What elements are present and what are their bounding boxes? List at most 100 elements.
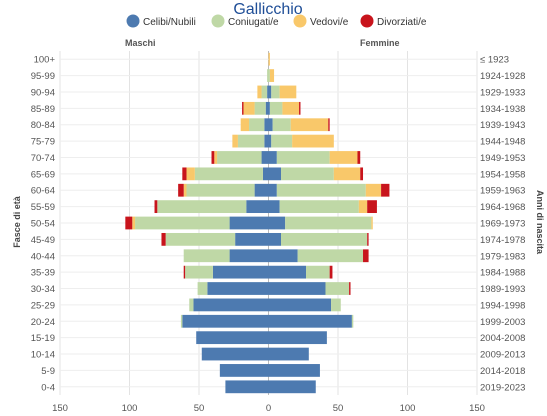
x-tick-label: 100 (400, 403, 416, 414)
left-side-label: Maschi (125, 38, 156, 48)
bar-female-celibi (269, 348, 309, 361)
bar-female-vedovi (280, 86, 297, 99)
bar-female-celibi (269, 118, 273, 131)
bar-male-vedovi (186, 167, 194, 180)
y-axis-left-title: Fasce di età (12, 195, 22, 248)
bar-female-divorziati (367, 233, 368, 246)
legend: Celibi/Nubili Coniugati/e Vedovi/e Divor… (127, 15, 427, 29)
bar-male-divorziati (212, 151, 215, 164)
age-group-label: 90-94 (31, 87, 55, 98)
bar-male-coniugati (198, 282, 208, 295)
bar-female-celibi (269, 380, 316, 393)
bar-female-celibi (269, 135, 272, 148)
birth-years-label: 2004-2008 (480, 333, 525, 344)
bar-female-vedovi (359, 200, 367, 213)
bar-female-divorziati (360, 167, 363, 180)
bar-female-celibi (269, 86, 272, 99)
bar-female-vedovi (330, 151, 358, 164)
x-tick-label: 150 (469, 403, 485, 414)
bar-male-coniugati (238, 135, 264, 148)
bar-male-celibi (246, 200, 268, 213)
bar-female-celibi (269, 151, 277, 164)
x-tick-label: 50 (333, 403, 344, 414)
bar-female-coniugati (281, 233, 367, 246)
birth-years-label: 2019-2023 (480, 382, 525, 393)
birth-years-label: 1944-1948 (480, 137, 525, 148)
bar-male-coniugati (181, 315, 182, 328)
bar-female-vedovi (366, 184, 381, 197)
bar-female-celibi (269, 315, 352, 328)
bar-male-divorziati (242, 102, 243, 115)
bar-female-celibi (269, 266, 307, 279)
bar-female-celibi (269, 249, 298, 262)
bar-female-vedovi (269, 53, 270, 66)
bar-male-vedovi (241, 118, 249, 131)
bar-female-divorziati (328, 118, 329, 131)
bar-male-vedovi (257, 86, 261, 99)
bar-male-celibi (193, 299, 268, 312)
bar-female-divorziati (299, 102, 300, 115)
bar-female-celibi (269, 217, 286, 230)
bar-male-celibi (230, 249, 269, 262)
age-group-label: 25-29 (31, 300, 55, 311)
legend-label-coniugati: Coniugati/e (228, 17, 279, 28)
legend-label-divorziati: Divorziati/e (377, 17, 427, 28)
bar-female-celibi (269, 200, 280, 213)
age-group-label: 75-79 (31, 137, 55, 148)
birth-years-label: 1979-1983 (480, 251, 525, 262)
bar-male-celibi (255, 184, 269, 197)
bars (125, 53, 389, 393)
bar-male-divorziati (125, 217, 132, 230)
bar-female-vedovi (371, 217, 372, 230)
bar-male-coniugati (135, 217, 230, 230)
age-group-label: 60-64 (31, 186, 55, 197)
x-tick-label: 100 (122, 403, 138, 414)
bar-female-celibi (269, 364, 320, 377)
age-group-label: 35-39 (31, 268, 55, 279)
bar-female-coniugati (269, 69, 270, 82)
bar-male-coniugati (189, 299, 193, 312)
bar-female-vedovi (282, 102, 299, 115)
birth-years-label: 1949-1953 (480, 153, 525, 164)
age-group-label: 45-49 (31, 235, 55, 246)
bar-female-coniugati (277, 184, 366, 197)
bar-male-coniugati (157, 200, 246, 213)
birth-years-label: 1969-1973 (480, 219, 525, 230)
bar-female-celibi (269, 299, 332, 312)
bar-male-coniugati (217, 151, 261, 164)
birth-years-label: 1964-1968 (480, 202, 525, 213)
bar-female-vedovi (270, 69, 274, 82)
legend-label-vedovi: Vedovi/e (310, 17, 349, 28)
legend-swatch-vedovi (294, 15, 307, 28)
birth-years-label: 1959-1963 (480, 186, 525, 197)
bar-male-celibi (263, 167, 269, 180)
bar-female-coniugati (325, 282, 349, 295)
age-group-label: 15-19 (31, 333, 55, 344)
age-group-label: 40-44 (31, 251, 55, 262)
bar-male-celibi (213, 266, 269, 279)
bar-female-celibi (269, 233, 282, 246)
bar-female-coniugati (277, 151, 330, 164)
birth-years-label: ≤ 1923 (480, 55, 509, 66)
bar-male-divorziati (155, 200, 158, 213)
bar-female-coniugati (298, 249, 363, 262)
bar-male-celibi (220, 364, 269, 377)
bar-male-celibi (202, 348, 269, 361)
bar-male-celibi (225, 380, 268, 393)
bar-male-celibi (230, 217, 269, 230)
bar-female-coniugati (271, 86, 279, 99)
bar-male-vedovi (214, 151, 217, 164)
age-group-label: 100+ (34, 55, 56, 66)
bar-male-coniugati (249, 118, 264, 131)
legend-swatch-coniugati (212, 15, 225, 28)
birth-years-label: 1989-1993 (480, 284, 525, 295)
x-tick-label: 50 (194, 403, 205, 414)
birth-years-label: 1934-1938 (480, 104, 525, 115)
birth-years-label: 2014-2018 (480, 366, 525, 377)
bar-female-celibi (269, 282, 326, 295)
age-group-label: 30-34 (31, 284, 55, 295)
bar-female-coniugati (352, 315, 353, 328)
bar-female-coniugati (306, 266, 330, 279)
birth-years-label: 1974-1978 (480, 235, 525, 246)
